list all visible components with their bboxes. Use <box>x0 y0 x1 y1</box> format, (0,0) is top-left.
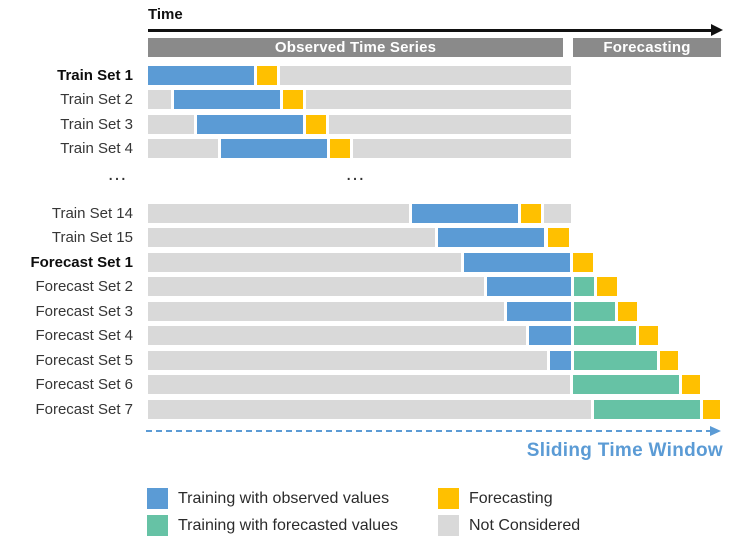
observed-zone-header: Observed Time Series <box>148 38 563 57</box>
row-label: Train Set 1 <box>57 67 133 84</box>
segment-not-considered <box>148 139 218 158</box>
segment-forecasting <box>548 228 569 247</box>
segment-training-observed <box>412 204 518 223</box>
sliding-window-label: Sliding Time Window <box>526 440 723 461</box>
segment-training-observed <box>438 228 544 247</box>
segment-forecasting <box>283 90 303 109</box>
row-label: Train Set 3 <box>60 116 133 133</box>
segment-forecasting <box>573 253 593 272</box>
segment-training-observed <box>464 253 570 272</box>
row-label: Train Set 14 <box>51 205 133 222</box>
legend-label: Forecasting <box>469 489 553 507</box>
sliding-window-arrow <box>146 430 712 432</box>
legend-item-forecasting: Forecasting <box>438 488 553 509</box>
segment-forecasting <box>639 326 658 345</box>
ellipsis-right: … <box>345 163 367 185</box>
sliding-window-arrow-head-icon <box>710 426 721 436</box>
segment-not-considered <box>148 277 484 296</box>
row-label: Train Set 4 <box>60 140 133 157</box>
segment-forecasting <box>330 139 350 158</box>
segment-forecasting <box>521 204 541 223</box>
forecasting-zone-header: Forecasting <box>573 38 721 57</box>
segment-training-observed <box>197 115 303 134</box>
segment-training-observed <box>550 351 571 370</box>
row-label: Forecast Set 4 <box>35 327 133 344</box>
timeline-row: Forecast Set 3 <box>0 302 731 321</box>
ellipsis-left: … <box>107 163 129 185</box>
segment-training-forecasted <box>574 351 657 370</box>
segment-not-considered <box>306 90 571 109</box>
segment-training-forecasted <box>574 302 615 321</box>
segment-not-considered <box>148 115 194 134</box>
legend-label: Training with forecasted values <box>178 516 398 534</box>
legend-label: Training with observed values <box>178 489 390 507</box>
timeline-row: Train Set 3 <box>0 115 731 134</box>
segment-training-observed <box>529 326 571 345</box>
segment-training-observed <box>174 90 280 109</box>
segment-not-considered <box>353 139 571 158</box>
segment-forecasting <box>703 400 720 419</box>
segment-forecasting <box>257 66 277 85</box>
segment-training-forecasted <box>574 277 594 296</box>
timeline-row: Train Set 4 <box>0 139 731 158</box>
legend-label: Not Considered <box>469 516 581 534</box>
time-arrow-head-icon <box>711 24 723 36</box>
segment-not-considered <box>148 351 547 370</box>
segment-forecasting <box>682 375 700 394</box>
swatch-forecasting <box>438 488 459 509</box>
timeline-row: Train Set 14 <box>0 204 731 223</box>
segment-forecasting <box>660 351 678 370</box>
row-label: Forecast Set 5 <box>35 352 133 369</box>
segment-not-considered <box>148 302 504 321</box>
observed-zone-label: Observed Time Series <box>274 39 437 56</box>
segment-training-observed <box>148 66 254 85</box>
legend-item-training-observed: Training with observed values <box>147 488 389 509</box>
timeline-row: Train Set 2 <box>0 90 731 109</box>
segment-not-considered <box>148 326 526 345</box>
row-label: Forecast Set 1 <box>30 254 133 271</box>
time-arrow <box>148 29 712 32</box>
row-label: Forecast Set 6 <box>35 376 133 393</box>
timeline-row: Forecast Set 7 <box>0 400 731 419</box>
row-label: Forecast Set 7 <box>35 401 133 418</box>
segment-not-considered <box>280 66 571 85</box>
timeline-row: Train Set 1 <box>0 66 731 85</box>
segment-training-observed <box>507 302 571 321</box>
time-axis-label: Time <box>148 6 183 23</box>
row-label: Forecast Set 2 <box>35 278 133 295</box>
row-label: Train Set 15 <box>51 229 133 246</box>
legend-item-training-forecasted: Training with forecasted values <box>147 515 398 536</box>
segment-not-considered <box>148 253 461 272</box>
segment-not-considered <box>544 204 571 223</box>
segment-not-considered <box>148 400 591 419</box>
swatch-training-forecasted <box>147 515 168 536</box>
row-label: Train Set 2 <box>60 91 133 108</box>
segment-forecasting <box>618 302 637 321</box>
timeline-row: Forecast Set 1 <box>0 253 731 272</box>
forecasting-zone-label: Forecasting <box>603 39 691 56</box>
timeline-row: Forecast Set 2 <box>0 277 731 296</box>
segment-not-considered <box>329 115 571 134</box>
timeline-row: Forecast Set 5 <box>0 351 731 370</box>
segment-training-forecasted <box>594 400 700 419</box>
segment-training-observed <box>221 139 327 158</box>
segment-not-considered <box>148 228 435 247</box>
timeline-row: Forecast Set 6 <box>0 375 731 394</box>
segment-training-forecasted <box>573 375 679 394</box>
segment-not-considered <box>148 375 570 394</box>
segment-training-observed <box>487 277 571 296</box>
timeline-row: Train Set 15 <box>0 228 731 247</box>
segment-training-forecasted <box>574 326 636 345</box>
segment-not-considered <box>148 90 171 109</box>
swatch-training-observed <box>147 488 168 509</box>
legend-item-not-considered: Not Considered <box>438 515 580 536</box>
timeline-row: Forecast Set 4 <box>0 326 731 345</box>
segment-not-considered <box>148 204 409 223</box>
segment-forecasting <box>306 115 326 134</box>
swatch-not-considered <box>438 515 459 536</box>
row-label: Forecast Set 3 <box>35 303 133 320</box>
segment-forecasting <box>597 277 617 296</box>
